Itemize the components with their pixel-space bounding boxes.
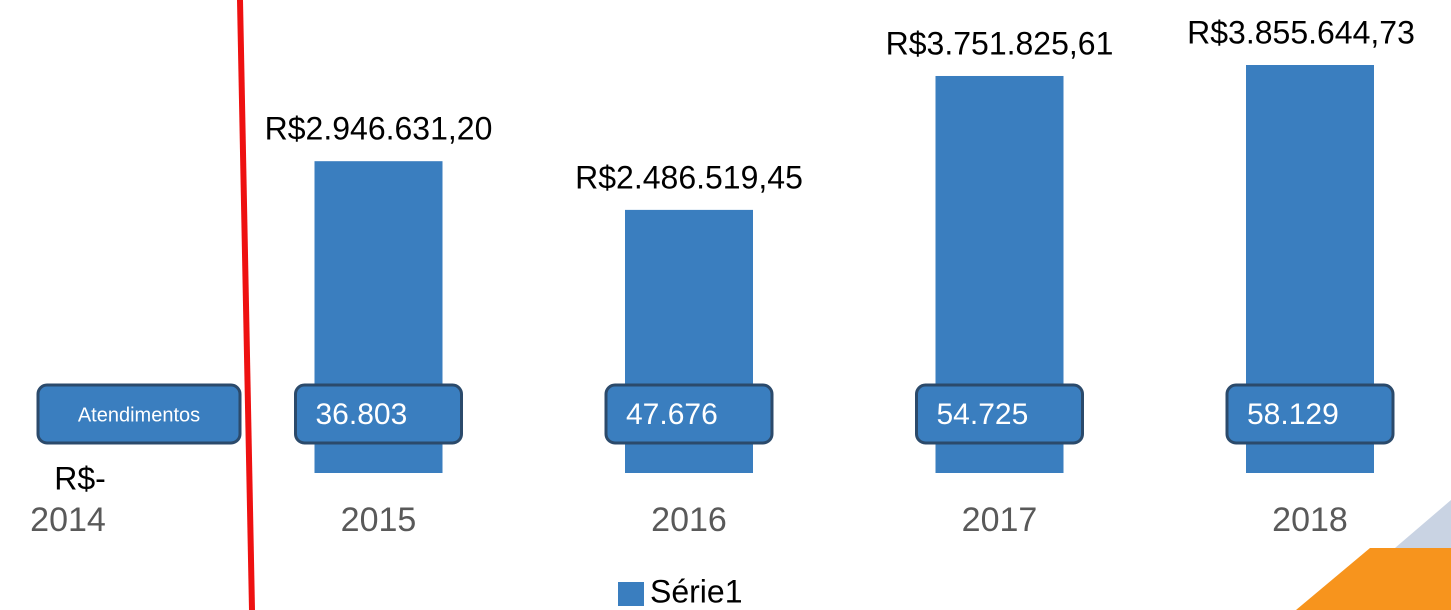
decoration (1395, 500, 1451, 548)
legend-swatch (618, 582, 644, 606)
x-tick-label: 2018 (1272, 501, 1348, 539)
annotation-box (1225, 383, 1395, 445)
decoration (1296, 548, 1451, 610)
annotation-box (604, 383, 774, 445)
data-label: R$2.946.631,20 (265, 111, 493, 147)
data-label: R$3.751.825,61 (886, 25, 1114, 61)
data-label: R$2.486.519,45 (575, 159, 803, 195)
annotation: 54.725 (937, 398, 1029, 431)
annotation-box (36, 383, 242, 445)
legend-label: Série1 (650, 573, 743, 609)
annotation: Atendimentos (78, 404, 200, 426)
annotation-box (294, 383, 463, 445)
annotation: 47.676 (626, 398, 718, 431)
annotation-box (915, 383, 1084, 445)
x-tick-label: 2015 (341, 501, 417, 539)
data-label: R$3.855.644,73 (1187, 14, 1415, 50)
data-label: R$- (54, 460, 106, 496)
x-tick-label: 2014 (30, 501, 106, 539)
x-tick-label: 2016 (651, 501, 727, 539)
annotation: 58.129 (1247, 398, 1339, 431)
annotation: 36.803 (316, 398, 408, 431)
divider (237, 0, 255, 610)
x-tick-label: 2017 (962, 501, 1038, 539)
